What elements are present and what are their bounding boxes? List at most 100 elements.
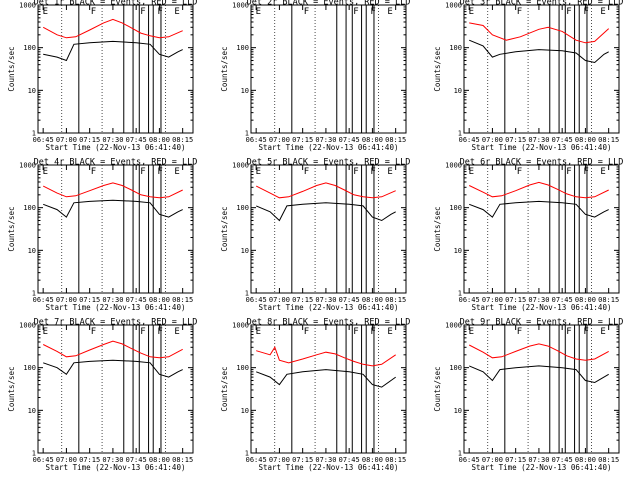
x-tick-label: 07:15 [79, 296, 100, 304]
y-tick-label: 10 [241, 247, 249, 255]
panel-title: Det 6r BLACK = Events, RED = LLD [460, 158, 624, 168]
flag-label: F [157, 327, 162, 337]
flag-label: E [600, 7, 605, 17]
x-axis-label: Start Time (22-Nov-13 06:41:40) [472, 143, 612, 152]
flag-label: E [600, 327, 605, 337]
panel-title: Det 3r BLACK = Events, RED = LLD [460, 0, 624, 8]
flag-label: F [517, 327, 522, 337]
x-tick-label: 08:15 [385, 136, 406, 144]
flag-label: F [370, 167, 375, 177]
y-tick-label: 100 [236, 364, 249, 372]
y-tick-label: 10 [28, 407, 36, 415]
panel-title: Det 2r BLACK = Events, RED = LLD [247, 0, 411, 8]
x-tick-label: 08:00 [575, 296, 596, 304]
x-axis-label: Start Time (22-Nov-13 06:41:40) [46, 143, 186, 152]
panel-title: Det 5r BLACK = Events, RED = LLD [247, 158, 411, 168]
y-tick-label: 1000 [232, 162, 249, 170]
x-tick-label: 07:30 [528, 296, 549, 304]
y-tick-label: 10 [454, 247, 462, 255]
series-line-2 [43, 199, 183, 218]
x-tick-label: 07:15 [292, 456, 313, 464]
x-tick-label: 06:45 [246, 296, 267, 304]
x-axis-label: Start Time (22-Nov-13 06:41:40) [259, 143, 399, 152]
x-axis-label: Start Time (22-Nov-13 06:41:40) [46, 463, 186, 472]
flag-label: F [140, 167, 145, 177]
x-axis-label: Start Time (22-Nov-13 06:41:40) [46, 303, 186, 312]
y-tick-label: 1 [458, 290, 462, 298]
x-tick-label: 08:00 [362, 136, 383, 144]
flag-label: E [43, 327, 48, 337]
flag-label: E [387, 327, 392, 337]
x-axis-label: Start Time (22-Nov-13 06:41:40) [259, 303, 399, 312]
panel-title: Det 1r BLACK = Events, RED = LLD [34, 0, 198, 8]
x-tick-label: 07:30 [102, 456, 123, 464]
y-tick-label: 1 [458, 130, 462, 138]
y-tick-label: 1000 [19, 162, 36, 170]
y-tick-label: 100 [449, 204, 462, 212]
x-tick-label: 08:00 [149, 296, 170, 304]
x-tick-label: 08:15 [172, 296, 193, 304]
y-tick-label: 10 [241, 407, 249, 415]
plot-frame [37, 164, 194, 294]
y-tick-label: 10 [241, 87, 249, 95]
plot-frame [463, 164, 620, 294]
flag-label: F [353, 7, 358, 17]
x-tick-label: 07:00 [269, 296, 290, 304]
panel-title: Det 9r BLACK = Events, RED = LLD [460, 318, 624, 328]
flag-label: F [517, 7, 522, 17]
y-axis-label: Counts/sec [433, 366, 442, 411]
x-tick-label: 07:30 [102, 296, 123, 304]
series-line-2 [43, 40, 183, 62]
y-tick-label: 100 [23, 364, 36, 372]
flag-label: F [583, 327, 588, 337]
x-tick-label: 06:45 [33, 136, 54, 144]
y-tick-label: 10 [454, 407, 462, 415]
flag-label: F [91, 327, 96, 337]
x-tick-label: 08:15 [172, 456, 193, 464]
flag-label: E [43, 167, 48, 177]
flag-label: F [566, 7, 571, 17]
x-tick-label: 07:15 [79, 456, 100, 464]
plot-frame [250, 4, 407, 134]
x-tick-label: 07:00 [269, 456, 290, 464]
x-tick-label: 07:45 [339, 296, 360, 304]
flag-label: F [370, 7, 375, 17]
flag-label: F [353, 327, 358, 337]
flag-label: F [304, 7, 309, 17]
plot-frame [37, 324, 194, 454]
x-tick-label: 07:45 [126, 136, 147, 144]
series-line-1 [256, 346, 396, 367]
y-axis-label: Counts/sec [220, 366, 229, 411]
x-tick-label: 08:15 [385, 296, 406, 304]
flag-label: E [174, 7, 179, 17]
y-tick-label: 1 [32, 450, 36, 458]
y-tick-label: 1 [245, 450, 249, 458]
x-tick-label: 07:45 [552, 296, 573, 304]
flag-label: E [469, 7, 474, 17]
x-tick-label: 07:00 [56, 136, 77, 144]
flag-label: F [157, 7, 162, 17]
y-tick-label: 100 [23, 204, 36, 212]
flag-label: F [91, 7, 96, 17]
y-tick-label: 1000 [445, 322, 462, 330]
series-line-2 [256, 369, 396, 388]
x-tick-label: 08:00 [362, 456, 383, 464]
y-tick-label: 1000 [232, 2, 249, 10]
x-tick-label: 06:45 [246, 136, 267, 144]
series-line-1 [42, 340, 183, 359]
plot-frame [250, 324, 407, 454]
y-tick-label: 10 [28, 247, 36, 255]
y-axis-label: Counts/sec [7, 366, 16, 411]
x-tick-label: 07:15 [79, 136, 100, 144]
flag-label: E [174, 327, 179, 337]
x-tick-label: 07:45 [126, 296, 147, 304]
x-tick-label: 07:00 [482, 456, 503, 464]
flag-label: F [157, 167, 162, 177]
flag-label: E [387, 167, 392, 177]
x-tick-label: 07:15 [505, 296, 526, 304]
